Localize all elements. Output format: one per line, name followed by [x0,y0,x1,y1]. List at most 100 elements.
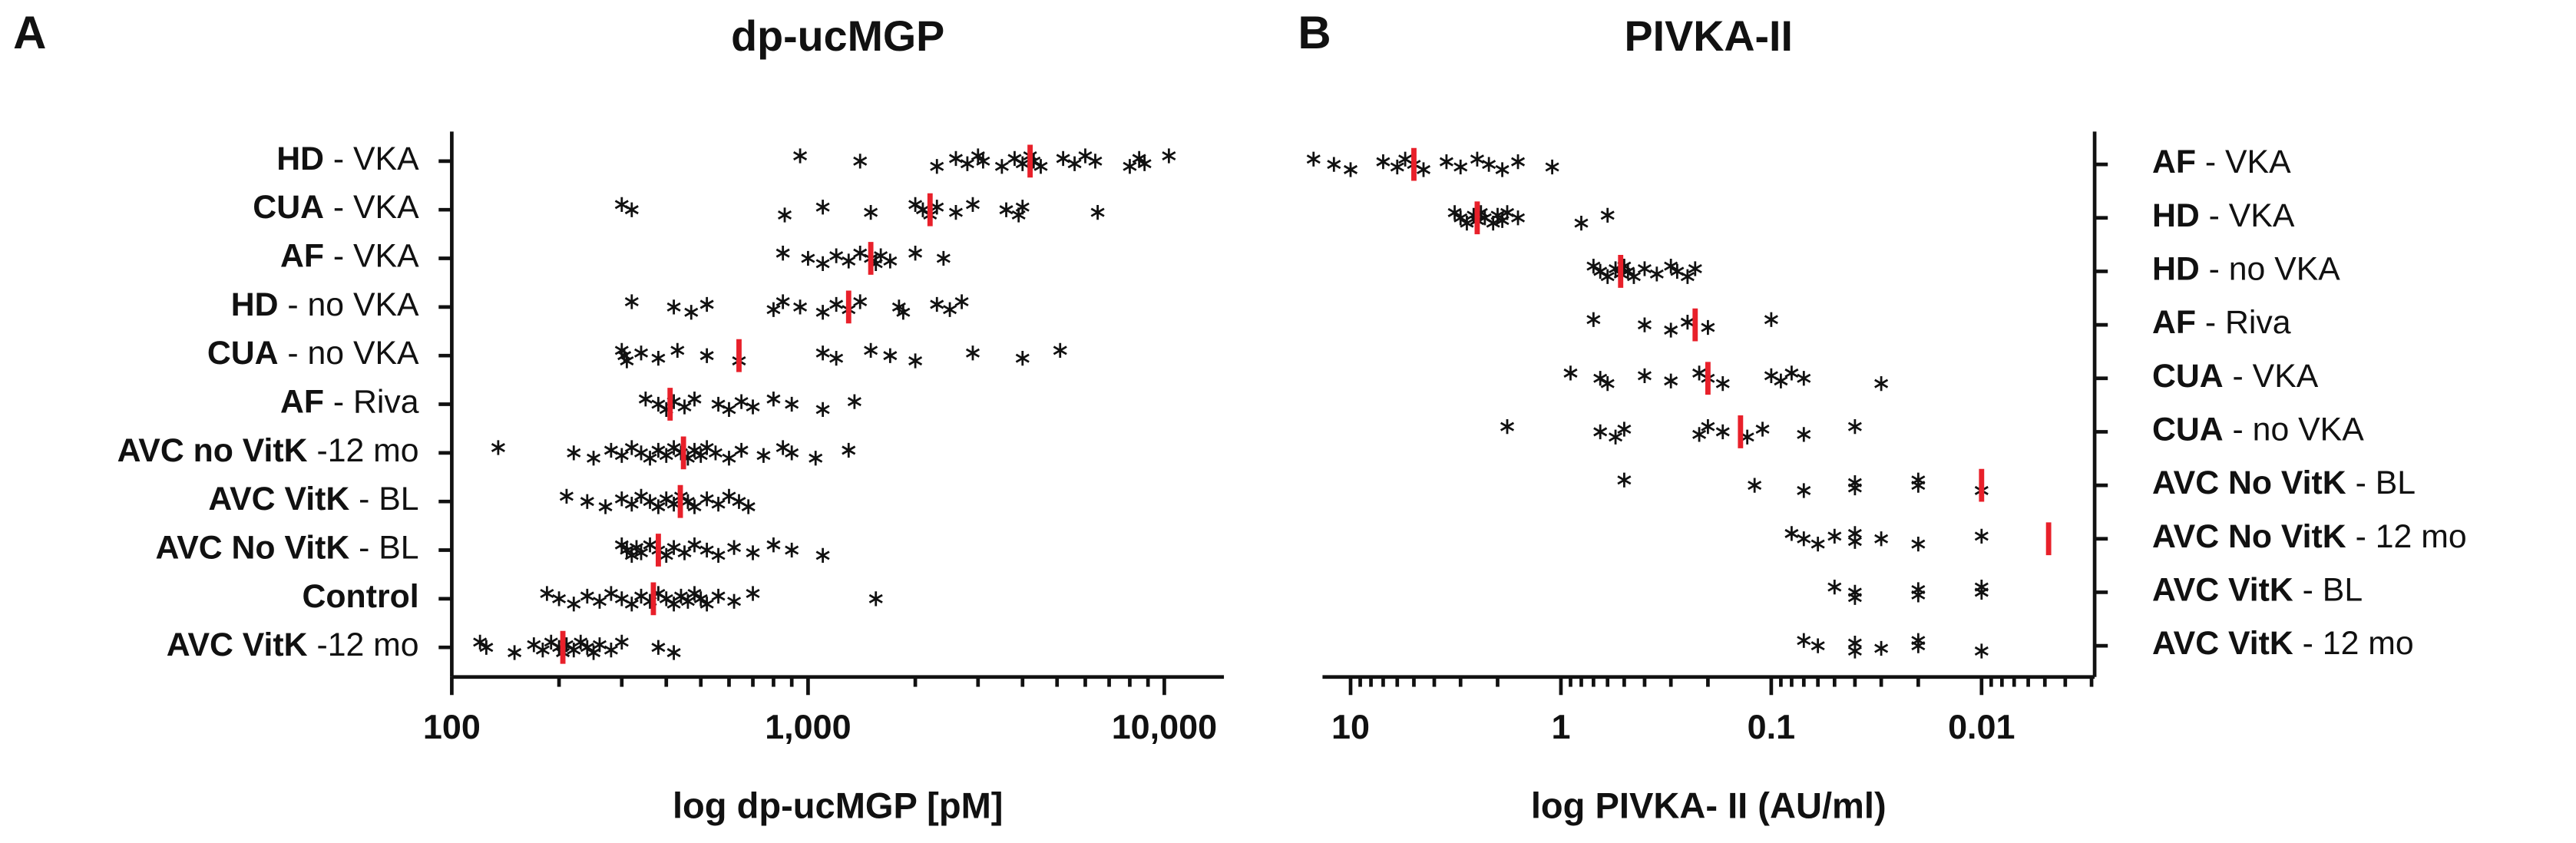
data-point [687,392,702,407]
data-point [651,499,666,514]
data-point [680,494,695,509]
data-point [853,154,868,169]
category-label-bold: CUA [253,189,324,226]
category-label-rest: - 12 mo [2293,625,2414,662]
data-point [815,305,830,320]
data-point [746,399,760,415]
data-point [670,342,685,358]
data-point [666,645,681,660]
data-point [853,246,868,261]
data-point [1343,162,1358,177]
data-point [815,256,830,272]
data-point [883,253,898,269]
data-point [1500,418,1515,435]
data-point [614,491,629,507]
category-label-rest: -12 mo [308,432,419,469]
data-point [908,246,923,261]
data-point [1701,319,1715,336]
category-label: AVC No VitK - 12 mo [2152,518,2467,555]
category-label-bold: AVC No VitK [156,530,350,567]
data-point [677,399,692,415]
data-point [1416,162,1431,177]
data-point [1609,429,1623,445]
data-point [936,250,951,266]
data-point [829,350,844,366]
data-point [552,591,567,607]
data-point [1847,418,1862,435]
data-point [908,197,923,212]
data-point [633,345,649,361]
data-point [756,448,771,463]
data-point [614,634,629,650]
data-point [1306,151,1321,167]
data-point [829,248,844,263]
data-point [666,299,681,315]
data-point [1784,365,1799,381]
data-point [766,392,781,407]
category-label: CUA - no VKA [207,335,419,372]
data-point [614,448,629,463]
data-point [491,440,505,455]
data-point [801,250,815,266]
data-point [809,451,823,466]
category-label-bold: AVC no VitK [117,432,308,469]
data-point [1637,368,1652,383]
data-point [815,402,830,418]
data-point [734,394,749,409]
data-point [479,640,494,655]
x-axis-label: log dp-ucMGP [pM] [673,785,1003,825]
data-point [1874,640,1889,656]
category-label-rest: - Riva [324,384,419,421]
x-tick-label: 10,000 [1112,707,1217,746]
category-label: AVC No VitK - BL [156,530,419,567]
data-point [711,496,726,512]
category-label-bold: AVC VitK [208,481,349,517]
category-label-rest: - no VKA [279,335,420,372]
data-point [1911,587,1926,603]
data-point [1563,365,1578,381]
data-point [1015,156,1030,171]
category-label: AVC VitK -12 mo [167,627,419,664]
data-point [883,348,898,363]
panel-label: A [13,7,46,58]
data-point [1874,375,1889,392]
data-point [722,402,736,418]
data-point [567,445,581,461]
category-label: AVC VitK - 12 mo [2152,625,2414,662]
category-label-rest: -12 mo [308,627,419,664]
data-point [930,159,944,174]
data-point [711,547,726,564]
data-point [965,345,980,361]
data-point [603,586,618,601]
data-point [1586,312,1601,327]
data-point [727,593,742,609]
data-point [1453,159,1468,175]
data-point [1974,584,1989,600]
data-point [687,586,702,601]
data-point [693,591,708,607]
panel-label: B [1298,7,1331,58]
data-point [793,148,808,164]
data-point [1784,526,1799,541]
data-point [567,642,581,658]
data-point [659,591,673,607]
data-point [559,488,574,504]
category-label: HD - VKA [276,140,419,177]
data-point [1617,422,1632,437]
data-point [624,496,639,512]
category-label: AVC VitK - BL [2152,572,2363,609]
data-point [1053,342,1067,358]
data-point [643,494,657,509]
data-point [580,640,594,655]
data-point [643,451,657,466]
data-point [1755,422,1770,437]
data-point [473,634,488,650]
data-point [603,442,618,458]
x-tick-label: 0.01 [1948,707,2015,746]
data-point [1774,373,1788,388]
data-point [1764,368,1778,383]
data-point [699,597,714,612]
data-point [624,202,639,217]
data-point [864,342,878,358]
